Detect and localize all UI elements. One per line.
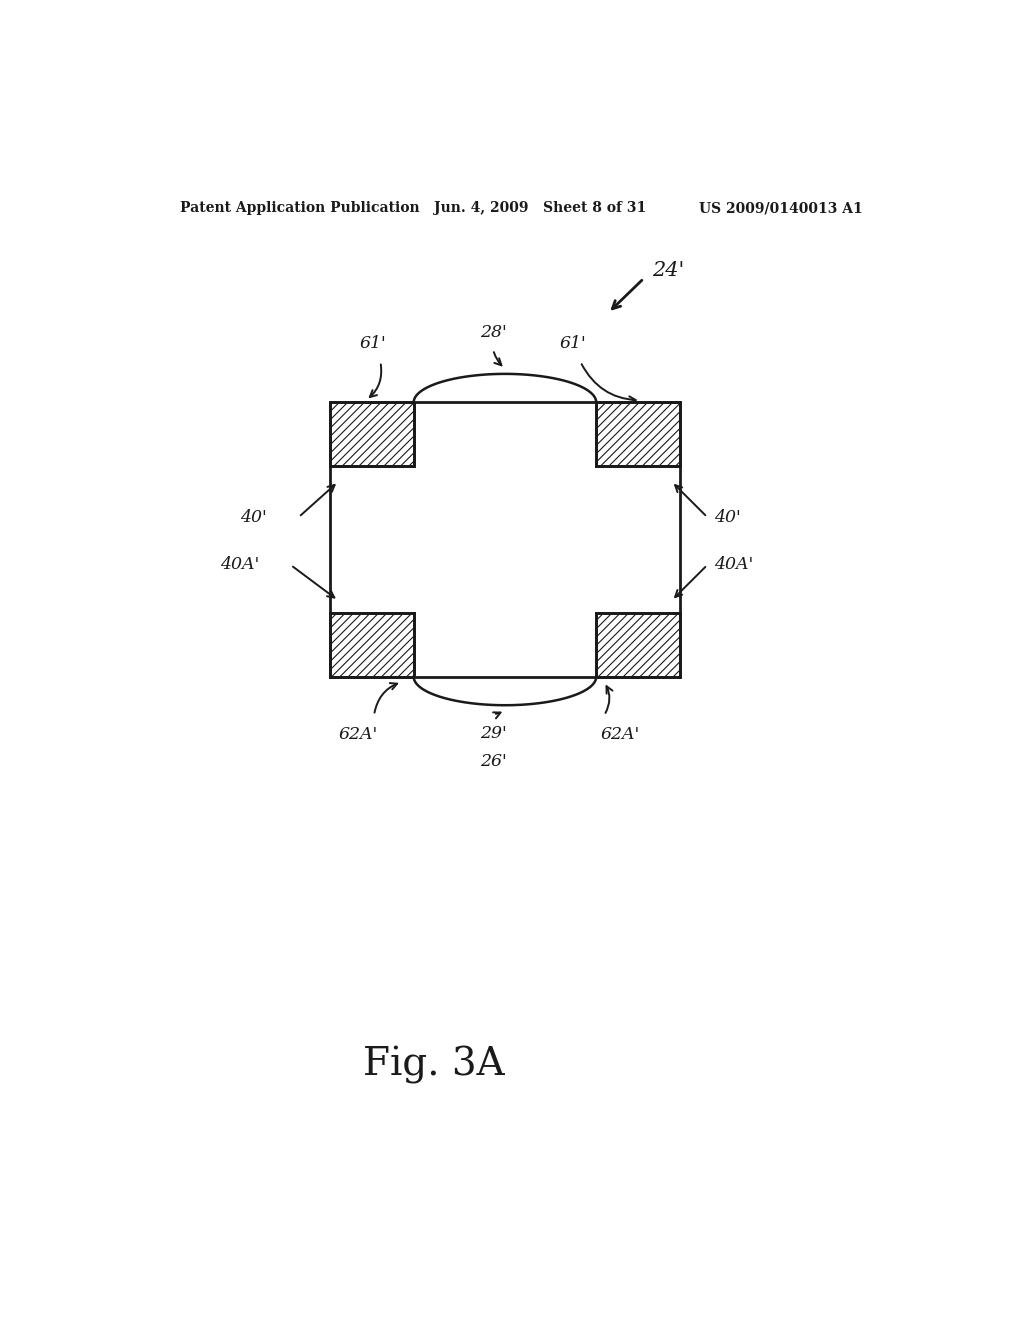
Bar xyxy=(331,403,680,677)
Text: 40': 40' xyxy=(241,508,267,525)
Text: 28': 28' xyxy=(479,325,507,342)
Text: 62A': 62A' xyxy=(600,726,640,743)
Bar xyxy=(596,403,680,466)
Text: 29': 29' xyxy=(479,725,507,742)
Text: 26': 26' xyxy=(479,752,507,770)
Text: Patent Application Publication: Patent Application Publication xyxy=(179,201,419,215)
Bar xyxy=(331,466,680,612)
Text: 62A': 62A' xyxy=(339,726,378,743)
Text: Jun. 4, 2009   Sheet 8 of 31: Jun. 4, 2009 Sheet 8 of 31 xyxy=(433,201,646,215)
Bar xyxy=(414,403,596,677)
Bar xyxy=(596,612,680,677)
Text: 61': 61' xyxy=(359,334,386,351)
Text: 40A': 40A' xyxy=(714,557,753,573)
Text: 40': 40' xyxy=(714,508,740,525)
Polygon shape xyxy=(414,374,596,403)
Text: Fig. 3A: Fig. 3A xyxy=(362,1045,505,1084)
Text: 61': 61' xyxy=(559,334,586,351)
Polygon shape xyxy=(414,677,596,705)
Text: 24': 24' xyxy=(652,261,684,280)
Bar xyxy=(331,403,414,466)
Bar xyxy=(331,612,414,677)
Text: US 2009/0140013 A1: US 2009/0140013 A1 xyxy=(699,201,863,215)
Text: 40A': 40A' xyxy=(220,557,259,573)
